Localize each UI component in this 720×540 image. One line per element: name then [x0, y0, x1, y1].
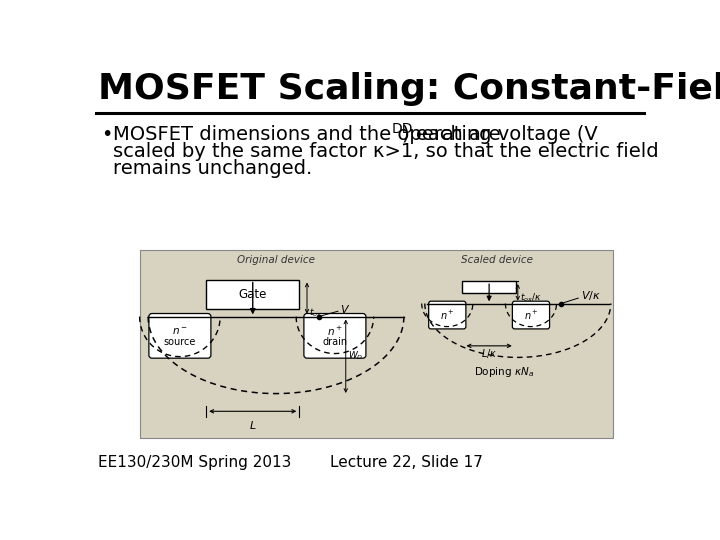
Text: $n^-$: $n^-$ — [172, 326, 188, 337]
Text: DD: DD — [392, 122, 413, 136]
Text: $t_{ox}$: $t_{ox}$ — [310, 307, 323, 319]
Bar — [462, 281, 516, 294]
FancyBboxPatch shape — [149, 314, 211, 358]
Text: source: source — [163, 337, 196, 347]
Text: scaled by the same factor κ>1, so that the electric field: scaled by the same factor κ>1, so that t… — [113, 142, 659, 161]
Text: $L$: $L$ — [249, 419, 256, 431]
Bar — [206, 280, 300, 309]
Text: Original device: Original device — [237, 255, 315, 265]
Text: Scaled device: Scaled device — [461, 255, 533, 265]
Text: Doping $\kappa N_a$: Doping $\kappa N_a$ — [474, 365, 534, 379]
Text: $n^+$: $n^+$ — [327, 325, 343, 338]
Text: $V/\kappa$: $V/\kappa$ — [580, 289, 600, 302]
Text: EE130/230M Spring 2013: EE130/230M Spring 2013 — [98, 455, 291, 470]
Text: $L/\kappa$: $L/\kappa$ — [481, 347, 498, 360]
FancyBboxPatch shape — [513, 301, 549, 329]
Text: Gate: Gate — [238, 288, 267, 301]
Text: Lecture 22, Slide 17: Lecture 22, Slide 17 — [330, 455, 483, 470]
Bar — [140, 249, 613, 438]
Text: •: • — [101, 125, 112, 144]
Text: $n^+$: $n^+$ — [440, 308, 455, 322]
Text: $n^+$: $n^+$ — [523, 308, 539, 322]
Text: ) each are: ) each are — [402, 125, 501, 144]
Text: MOSFET dimensions and the operating voltage (V: MOSFET dimensions and the operating volt… — [113, 125, 598, 144]
Text: $V$: $V$ — [341, 303, 351, 315]
Text: remains unchanged.: remains unchanged. — [113, 159, 312, 178]
Text: drain: drain — [323, 337, 348, 347]
FancyBboxPatch shape — [428, 301, 466, 329]
Text: $W_D$: $W_D$ — [348, 349, 364, 362]
FancyBboxPatch shape — [304, 314, 366, 358]
Text: MOSFET Scaling: Constant-Field Approach: MOSFET Scaling: Constant-Field Approach — [98, 72, 720, 106]
Text: $t_{ox}/\kappa$: $t_{ox}/\kappa$ — [520, 291, 541, 303]
